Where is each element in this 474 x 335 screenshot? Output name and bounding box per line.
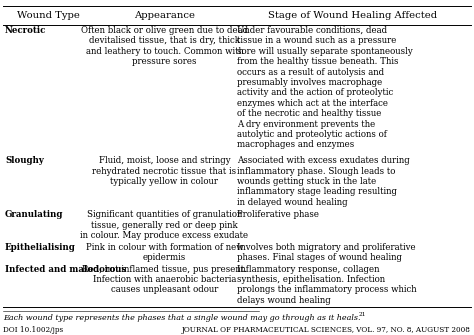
Text: Significant quantities of granulation
tissue, generally red or deep pink
in colo: Significant quantities of granulation ti… (81, 210, 248, 240)
Text: Associated with excess exudates during
inflammatory phase. Slough leads to
wound: Associated with excess exudates during i… (237, 156, 410, 207)
Text: Red, hot inflamed tissue, pus present.
Infection with anaerobic bacteria
causes : Red, hot inflamed tissue, pus present. I… (82, 265, 247, 294)
Text: Granulating: Granulating (5, 210, 64, 219)
Text: Sloughy: Sloughy (5, 156, 44, 165)
Text: Necrotic: Necrotic (5, 26, 46, 35)
Text: Appearance: Appearance (134, 11, 195, 20)
Text: Fluid, moist, loose and stringy
rehydrated necrotic tissue that is
typically yel: Fluid, moist, loose and stringy rehydrat… (92, 156, 237, 186)
Text: Stage of Wound Healing Affected: Stage of Wound Healing Affected (268, 11, 438, 20)
Text: Often black or olive green due to dead
devitalised tissue, that is dry, thick
an: Often black or olive green due to dead d… (81, 26, 248, 66)
Text: Wound Type: Wound Type (17, 11, 80, 20)
Text: 21: 21 (359, 312, 367, 317)
Text: Epithelialising: Epithelialising (5, 243, 76, 252)
Text: Proliferative phase: Proliferative phase (237, 210, 319, 219)
Text: Each wound type represents the phases that a single wound may go through as it h: Each wound type represents the phases th… (3, 314, 361, 322)
Text: Under favourable conditions, dead
tissue in a wound such as a pressure
sore will: Under favourable conditions, dead tissue… (237, 26, 412, 149)
Text: Involves both migratory and proliferative
phases. Final stages of wound healing: Involves both migratory and proliferativ… (237, 243, 415, 262)
Text: DOI 10.1002/jps: DOI 10.1002/jps (3, 326, 63, 334)
Text: Infected and malodorous: Infected and malodorous (5, 265, 126, 274)
Text: JOURNAL OF PHARMACEUTICAL SCIENCES, VOL. 97, NO. 8, AUGUST 2008: JOURNAL OF PHARMACEUTICAL SCIENCES, VOL.… (182, 326, 471, 334)
Text: Inflammatory response, collagen
synthesis, epithelisation. Infection
prolongs th: Inflammatory response, collagen synthesi… (237, 265, 416, 305)
Text: Pink in colour with formation of new
epidermis: Pink in colour with formation of new epi… (86, 243, 243, 262)
